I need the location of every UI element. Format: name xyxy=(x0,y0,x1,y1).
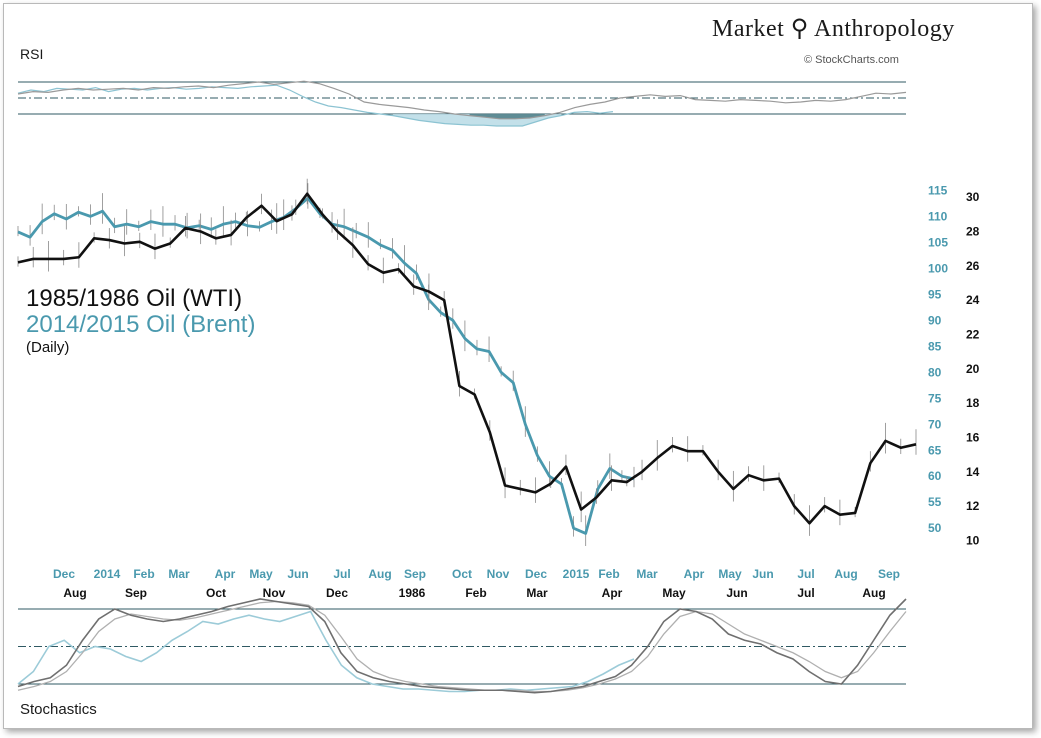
x-tick-bottom-12: Aug xyxy=(862,586,885,600)
stoch-brent-line xyxy=(17,610,635,693)
x-tick-top-9: Sep xyxy=(404,567,426,581)
x-tick-top-12: Dec xyxy=(525,567,547,581)
x-tick-top-10: Oct xyxy=(452,567,472,581)
legend: 1985/1986 Oil (WTI) 2014/2015 Oil (Brent… xyxy=(26,286,255,358)
x-tick-top-20: Aug xyxy=(834,567,857,581)
y-tick-wti-30: 30 xyxy=(966,190,980,204)
x-tick-bottom-6: Feb xyxy=(465,586,486,600)
y-tick-wti-24: 24 xyxy=(966,293,980,307)
stoch-wti-d-line xyxy=(17,600,907,693)
legend-note: (Daily) xyxy=(26,339,70,356)
x-tick-top-13: 2015 xyxy=(563,567,590,581)
stoch-wti-k-line xyxy=(17,598,907,694)
stochastics-label: Stochastics xyxy=(20,701,97,718)
x-tick-top-7: Jul xyxy=(333,567,350,581)
x-tick-top-5: May xyxy=(249,567,273,581)
x-tick-bottom-10: Jun xyxy=(726,586,747,600)
x-tick-top-15: Mar xyxy=(636,567,658,581)
x-tick-top-6: Jun xyxy=(287,567,308,581)
x-tick-top-19: Jul xyxy=(797,567,814,581)
chart-credit: © StockCharts.com xyxy=(804,54,899,66)
x-tick-bottom-3: Nov xyxy=(263,586,286,600)
y-tick-brent-85: 85 xyxy=(928,339,942,353)
y-tick-brent-65: 65 xyxy=(928,443,942,457)
x-tick-top-21: Sep xyxy=(878,567,900,581)
y-tick-wti-22: 22 xyxy=(966,327,980,341)
x-tick-top-16: Apr xyxy=(684,567,705,581)
x-tick-top-14: Feb xyxy=(598,567,619,581)
y-tick-wti-10: 10 xyxy=(966,533,980,547)
x-tick-bottom-11: Jul xyxy=(797,586,814,600)
y-tick-brent-55: 55 xyxy=(928,495,942,509)
brent-price-line xyxy=(17,196,635,535)
x-tick-bottom-8: Apr xyxy=(602,586,623,600)
y-tick-brent-110: 110 xyxy=(928,209,948,223)
x-tick-top-18: Jun xyxy=(752,567,773,581)
x-tick-top-8: Aug xyxy=(368,567,391,581)
x-tick-bottom-4: Dec xyxy=(326,586,348,600)
y-tick-brent-75: 75 xyxy=(928,391,942,405)
x-tick-top-1: 2014 xyxy=(94,567,121,581)
y-tick-brent-70: 70 xyxy=(928,417,942,431)
x-tick-bottom-2: Oct xyxy=(206,586,226,600)
x-tick-top-0: Dec xyxy=(53,567,75,581)
brand-title: Market ⚲ Anthropology xyxy=(712,16,955,42)
x-tick-top-4: Apr xyxy=(215,567,236,581)
rsi-brent-line xyxy=(17,84,614,127)
y-tick-brent-95: 95 xyxy=(928,287,942,301)
y-tick-brent-90: 90 xyxy=(928,313,942,327)
rsi-wti-line xyxy=(17,80,907,120)
x-tick-top-2: Feb xyxy=(133,567,154,581)
y-tick-wti-14: 14 xyxy=(966,465,980,479)
x-tick-bottom-1: Sep xyxy=(125,586,147,600)
y-tick-brent-80: 80 xyxy=(928,365,942,379)
y-tick-brent-100: 100 xyxy=(928,261,948,275)
x-tick-top-11: Nov xyxy=(487,567,510,581)
x-tick-top-17: May xyxy=(718,567,742,581)
y-tick-brent-115: 115 xyxy=(928,183,948,197)
chart-frame: 50 55 60 65 70 75 80 85 90 95 100 105 110 115 10 12 14 16… xyxy=(3,3,1033,729)
legend-wti: 1985/1986 Oil (WTI) xyxy=(26,285,243,312)
x-tick-bottom-9: May xyxy=(662,586,686,600)
y-tick-wti-16: 16 xyxy=(966,430,980,444)
x-tick-bottom-7: Mar xyxy=(526,586,548,600)
x-tick-bottom-0: Aug xyxy=(63,586,86,600)
y-tick-brent-50: 50 xyxy=(928,521,942,535)
y-tick-wti-28: 28 xyxy=(966,224,980,238)
y-tick-wti-20: 20 xyxy=(966,362,980,376)
legend-brent: 2014/2015 Oil (Brent) xyxy=(26,311,256,338)
y-tick-brent-105: 105 xyxy=(928,235,948,249)
rsi-label: RSI xyxy=(20,46,44,62)
y-tick-wti-18: 18 xyxy=(966,396,980,410)
x-tick-bottom-5: 1986 xyxy=(399,586,426,600)
y-tick-brent-60: 60 xyxy=(928,469,942,483)
chart-canvas: 50 55 60 65 70 75 80 85 90 95 100 105 110 115 10 12 14 16… xyxy=(17,80,980,694)
y-tick-wti-26: 26 xyxy=(966,259,980,273)
y-tick-wti-12: 12 xyxy=(966,499,980,513)
x-tick-top-3: Mar xyxy=(168,567,190,581)
wti-price-line xyxy=(17,192,917,525)
